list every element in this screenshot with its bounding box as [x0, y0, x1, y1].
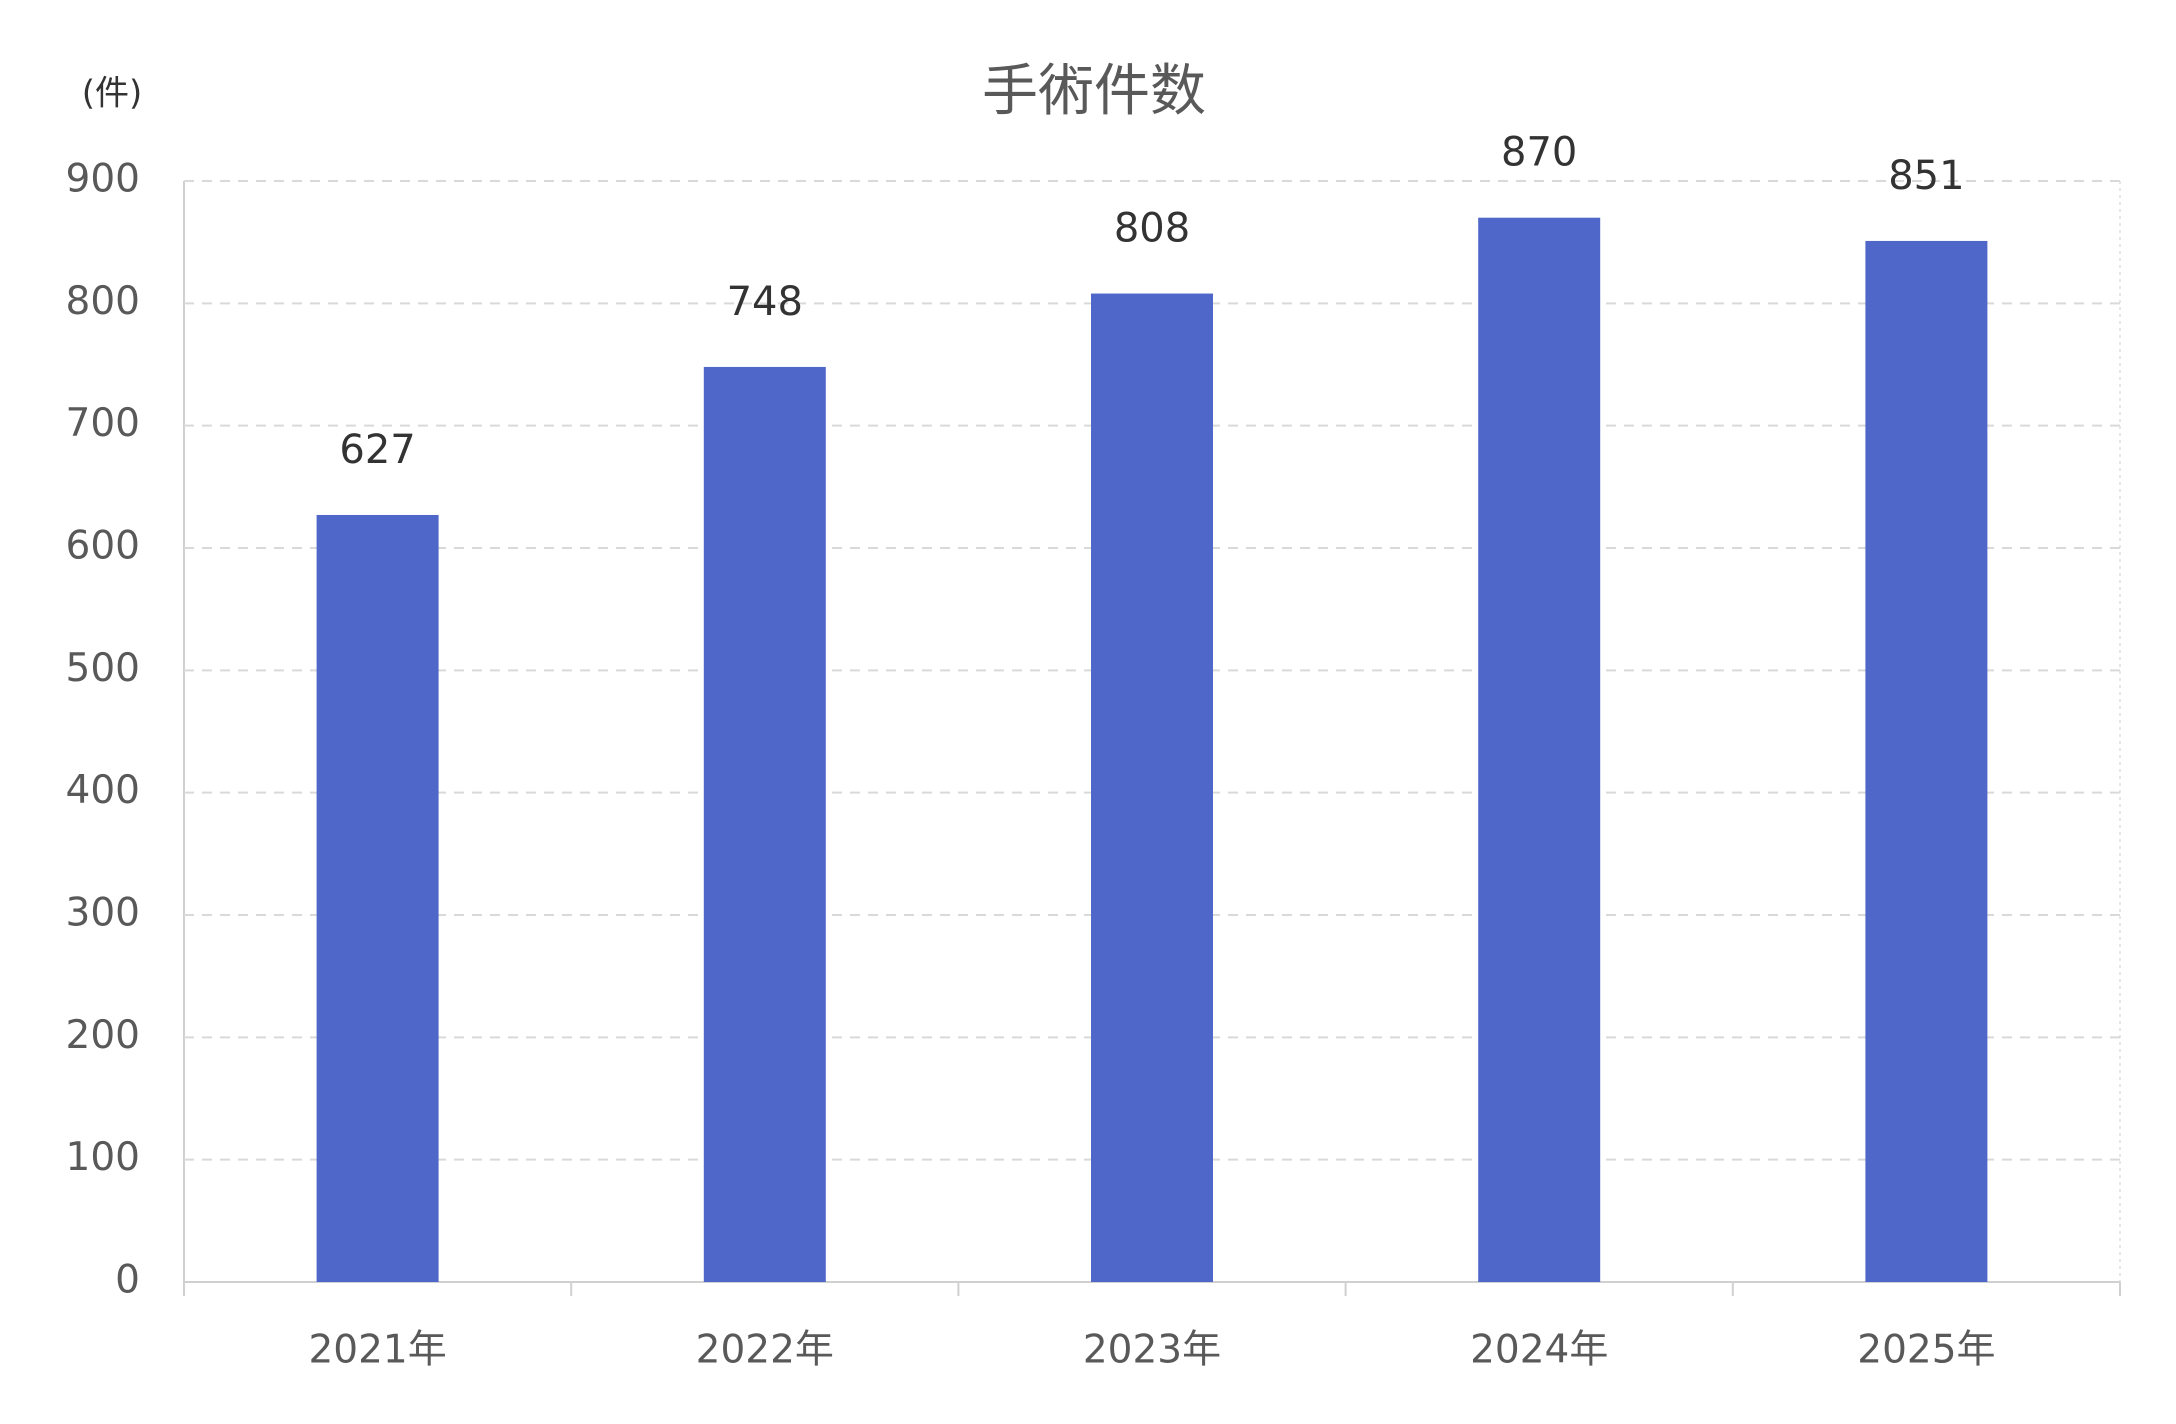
y-axis-unit: (件) [82, 74, 143, 114]
x-tick-label: 2024年 [1470, 1328, 1608, 1373]
value-label: 627 [339, 427, 415, 473]
x-tick-label: 2021年 [308, 1328, 446, 1373]
y-tick-label: 200 [66, 1013, 140, 1058]
bar [1091, 293, 1213, 1283]
y-tick-label: 600 [66, 524, 140, 569]
x-tick-label: 2023年 [1083, 1328, 1221, 1373]
value-label: 851 [1888, 153, 1964, 199]
bar [316, 514, 439, 1282]
value-label: 870 [1501, 130, 1577, 176]
value-label: 748 [727, 279, 803, 325]
y-tick-label: 900 [66, 157, 140, 202]
bar [1478, 217, 1601, 1283]
y-tick-label: 300 [66, 891, 140, 936]
y-tick-label: 0 [115, 1258, 140, 1303]
chart-title: 手術件数 [982, 59, 1206, 124]
bar [1865, 240, 1988, 1282]
bar [703, 366, 826, 1282]
y-tick-label: 400 [66, 768, 140, 813]
y-tick-label: 700 [66, 401, 140, 446]
x-tick-label: 2022年 [696, 1328, 834, 1373]
value-label: 808 [1114, 206, 1190, 252]
y-tick-label: 500 [66, 646, 140, 691]
y-tick-label: 100 [66, 1135, 140, 1180]
x-tick-label: 2025年 [1857, 1328, 1995, 1373]
y-tick-label: 800 [66, 279, 140, 324]
